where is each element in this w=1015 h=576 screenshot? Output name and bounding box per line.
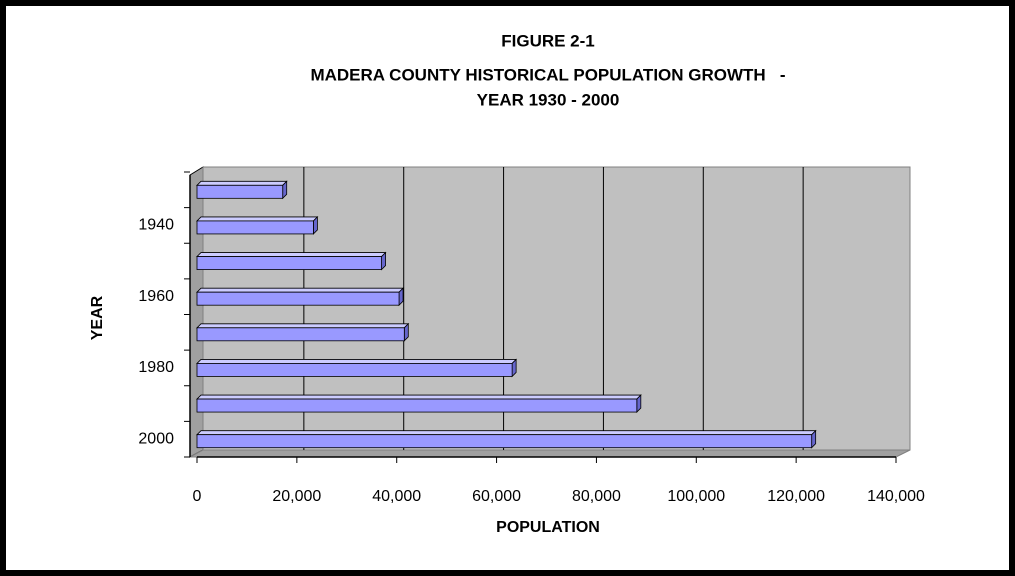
chart-title: YEAR 1930 - 2000	[477, 90, 620, 109]
x-tick-label: 0	[193, 488, 202, 505]
chart-title: MADERA COUNTY HISTORICAL POPULATION GROW…	[310, 65, 785, 84]
x-tick-label: 80,000	[572, 488, 621, 505]
bar	[196, 256, 382, 270]
side-wall	[189, 166, 204, 458]
floor	[189, 449, 911, 458]
bar-top	[196, 430, 817, 436]
bar	[196, 434, 813, 449]
x-tick-label: 40,000	[372, 488, 421, 505]
chart-title: FIGURE 2-1	[501, 31, 595, 50]
x-tick-label: 60,000	[472, 488, 521, 505]
x-tick-label: 140,000	[867, 488, 925, 505]
y-tick-label: 2000	[138, 430, 174, 447]
bar-top	[196, 287, 405, 293]
bar	[196, 184, 284, 199]
y-tick-label: 1940	[138, 217, 174, 234]
x-axis-title: POPULATION	[496, 519, 600, 536]
y-axis-title: YEAR	[89, 295, 106, 340]
bar-top	[196, 180, 288, 186]
bar	[196, 291, 400, 306]
x-tick-label: 100,000	[667, 488, 725, 505]
bar-top	[196, 216, 319, 222]
bar	[196, 327, 405, 342]
bar	[196, 398, 638, 413]
bar-top	[196, 323, 410, 329]
y-tick-label: 1960	[138, 288, 174, 305]
bar-top	[196, 252, 387, 257]
y-tick-label: 1980	[138, 359, 174, 376]
bar-top	[196, 359, 518, 364]
bar	[196, 220, 314, 235]
bar-top	[196, 394, 642, 400]
bar	[196, 363, 513, 377]
x-tick-label: 120,000	[767, 488, 825, 505]
x-tick-label: 20,000	[272, 488, 321, 505]
